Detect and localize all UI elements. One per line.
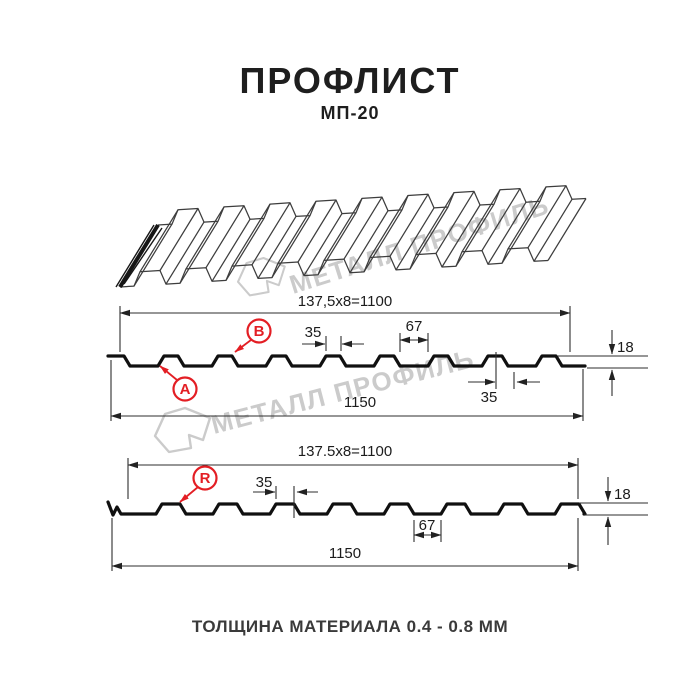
profile-outline — [106, 354, 587, 368]
label-leader-line — [179, 486, 199, 503]
dim-module-width: 137.5x8=1100 — [298, 443, 392, 460]
metall-profil-logo-icon — [153, 406, 212, 454]
dim-module-width: 137,5x8=1100 — [298, 293, 392, 310]
page-subtitle: МП-20 — [321, 103, 380, 123]
dim-rib-top: 35 — [256, 474, 273, 491]
label-circle-r — [192, 465, 218, 491]
label-leader-line — [234, 339, 252, 353]
label-circle-b — [246, 318, 272, 344]
dim-rib-spacing: 67 — [419, 517, 436, 534]
page-title: ПРОФЛИСТ — [240, 60, 461, 101]
label-circle-a — [172, 376, 198, 402]
metall-profil-logo-icon — [236, 256, 286, 297]
dim-height: 18 — [614, 486, 631, 503]
dim-overall-width: 1150 — [329, 545, 361, 562]
material-thickness-note: ТОЛЩИНА МАТЕРИАЛА 0.4 - 0.8 ММ — [192, 617, 508, 636]
profile-outline-group — [106, 354, 587, 368]
dim-height: 18 — [617, 339, 634, 356]
side-label-a: A — [180, 381, 191, 398]
dim-rib-spacing: 67 — [406, 318, 423, 335]
sheet-cut-edge — [115, 223, 163, 289]
sheet-3d-fill — [120, 185, 586, 287]
dim-overall-width: 1150 — [344, 394, 376, 411]
profile-view-reverse: 137.5x8=1100 R 35 67 18 1150 — [106, 443, 648, 571]
side-label-r: R — [200, 470, 211, 487]
profile-outline-group — [106, 500, 587, 517]
label-leader-line — [159, 365, 178, 381]
profile-view-front: 137,5x8=1100 35 67 35 18 1150 B — [106, 293, 648, 421]
dim-rib-base: 35 — [481, 389, 498, 406]
side-label-b: B — [254, 323, 265, 340]
dim-rib-top: 35 — [305, 324, 322, 341]
profile-outline — [106, 500, 587, 517]
watermark-lower: МЕТАЛЛ ПРОФИЛЬ — [153, 343, 478, 454]
sheet-slab — [120, 185, 586, 287]
sheet-3d-view — [115, 185, 587, 289]
